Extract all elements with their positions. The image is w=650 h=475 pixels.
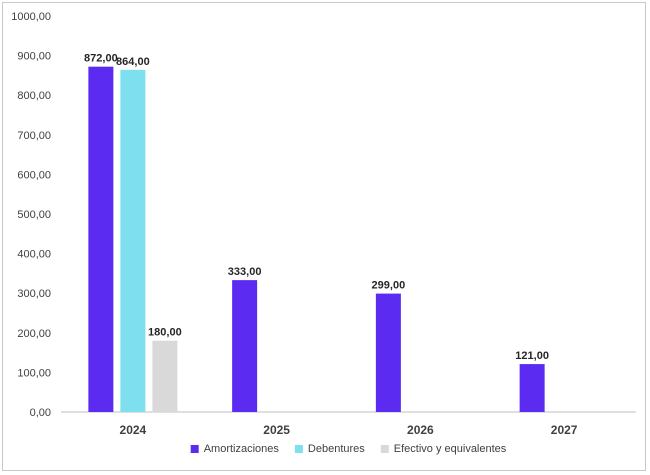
data-label: 299,00 <box>372 280 406 292</box>
y-tick-label: 500,00 <box>17 209 51 221</box>
legend-swatch <box>190 445 199 453</box>
data-label: 180,00 <box>148 327 182 339</box>
data-label: 872,00 <box>84 53 118 65</box>
bar-debentures-2024 <box>120 69 146 412</box>
data-label: 864,00 <box>116 56 150 68</box>
bar-amortizaciones-2026 <box>375 293 401 412</box>
bar-amortizaciones-2024 <box>88 66 114 413</box>
y-tick-label: 800,00 <box>17 90 51 102</box>
y-tick-label: 400,00 <box>17 249 51 261</box>
legend-label: Efectivo y equivalentes <box>394 443 507 455</box>
legend-label: Amortizaciones <box>204 443 280 455</box>
x-tick-label: 2024 <box>120 423 147 437</box>
y-tick-label: 700,00 <box>17 130 51 142</box>
bar-amortizaciones-2025 <box>232 280 258 412</box>
legend-swatch <box>294 445 303 453</box>
y-tick-label: 0,00 <box>30 407 51 419</box>
data-label: 333,00 <box>228 266 262 278</box>
y-tick-label: 200,00 <box>17 328 51 340</box>
y-tick-label: 900,00 <box>17 51 51 63</box>
y-tick-label: 100,00 <box>17 367 51 379</box>
x-tick-label: 2027 <box>551 423 578 437</box>
legend-label: Debentures <box>308 443 365 455</box>
y-tick-label: 1000,00 <box>11 11 51 23</box>
x-tick-label: 2025 <box>263 423 290 437</box>
bar-amortizaciones-2027 <box>519 364 545 412</box>
x-tick-label: 2026 <box>407 423 434 437</box>
bar-efectivo-y-equivalentes-2024 <box>152 340 178 412</box>
y-tick-label: 600,00 <box>17 169 51 181</box>
legend-swatch <box>380 445 389 453</box>
y-tick-label: 300,00 <box>17 288 51 300</box>
data-label: 121,00 <box>515 350 549 362</box>
